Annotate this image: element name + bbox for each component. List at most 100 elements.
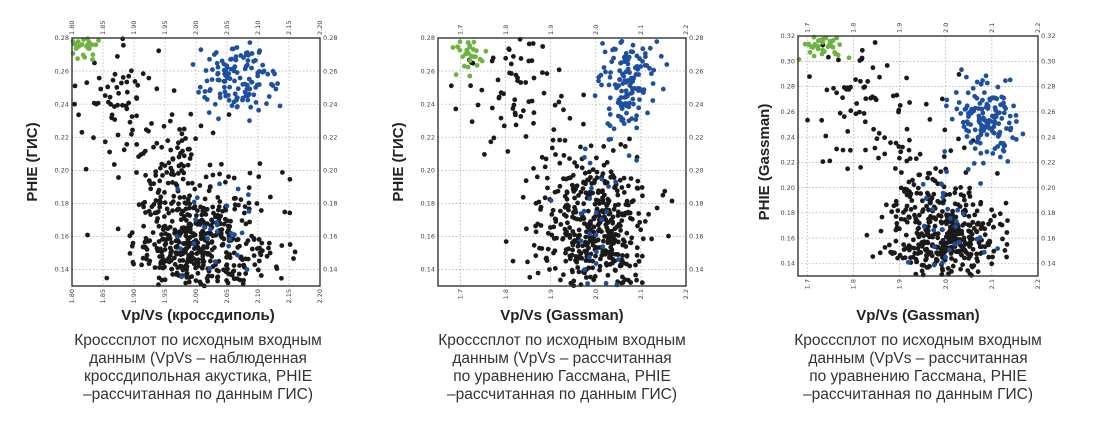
scatter-point xyxy=(186,279,192,285)
scatter-point xyxy=(615,209,621,215)
scatter-point xyxy=(600,41,605,46)
scatter-point xyxy=(193,217,199,223)
scatter-point xyxy=(585,177,590,183)
scatter-point xyxy=(966,255,972,261)
scatter-point xyxy=(643,54,648,60)
x-tick-label-top: 2.0 xyxy=(942,23,950,33)
scatter-point xyxy=(935,198,941,204)
scatter-point xyxy=(511,54,516,59)
scatter-point xyxy=(882,135,887,141)
scatter-point xyxy=(189,180,195,186)
scatter-point xyxy=(179,264,185,269)
y-tick-label-left: 0.14 xyxy=(421,266,435,274)
scatter-point xyxy=(595,190,601,196)
scatter-point xyxy=(995,110,1001,116)
scatter-point xyxy=(599,176,605,182)
scatter-point xyxy=(996,132,1002,138)
scatter-point xyxy=(231,263,237,268)
x-tick-label-bottom: 2.1 xyxy=(637,289,645,299)
scatter-point xyxy=(563,258,569,264)
scatter-point xyxy=(893,214,899,220)
scatter-point xyxy=(115,54,120,59)
scatter-point xyxy=(626,153,632,159)
scatter-point xyxy=(279,243,285,249)
scatter-point xyxy=(226,174,231,180)
scatter-point xyxy=(1002,248,1008,253)
scatter-point xyxy=(627,240,633,246)
scatter-point xyxy=(479,58,485,64)
scatter-point xyxy=(917,151,923,157)
scatter-point xyxy=(577,253,582,259)
scatter-point xyxy=(991,213,997,219)
scatter-point xyxy=(978,132,984,137)
scatter-point xyxy=(931,262,937,268)
scatter-point xyxy=(570,269,575,275)
scatter-point xyxy=(187,193,193,199)
scatter-point xyxy=(1001,100,1006,106)
scatter-point xyxy=(93,101,99,107)
scatter-point xyxy=(897,103,903,108)
scatter-point xyxy=(506,47,512,53)
scatter-point xyxy=(116,90,121,96)
scatter-point xyxy=(210,233,216,239)
scatter-point xyxy=(898,149,904,155)
scatter-point xyxy=(882,151,888,157)
scatter-point xyxy=(576,269,582,275)
scatter-point xyxy=(894,221,900,226)
scatter-point xyxy=(982,244,988,250)
scatter-point xyxy=(943,254,948,260)
scatter-point xyxy=(222,78,228,84)
scatter-point xyxy=(959,67,964,73)
scatter-point xyxy=(221,67,227,73)
scatter-point xyxy=(231,175,237,181)
scatter-point xyxy=(628,176,634,182)
scatter-point xyxy=(548,198,554,203)
scatter-point xyxy=(884,63,890,68)
y-tick-label-left: 0.32 xyxy=(781,32,795,40)
scatter-point xyxy=(811,53,817,59)
scatter-point xyxy=(215,278,221,284)
scatter-point xyxy=(606,184,611,189)
scatter-point xyxy=(616,223,622,228)
scatter-point xyxy=(939,181,944,187)
scatter-point xyxy=(457,39,463,45)
scatter-point xyxy=(613,268,618,273)
scatter-point xyxy=(987,125,992,131)
scatter-point xyxy=(982,118,988,123)
scatter-point xyxy=(553,152,558,157)
scatter-point xyxy=(136,154,142,160)
scatter-point xyxy=(557,183,563,189)
scatter-point xyxy=(669,198,675,204)
scatter-point xyxy=(469,53,474,59)
scatter-point xyxy=(976,106,982,111)
scatter-point xyxy=(191,241,197,246)
scatter-point xyxy=(588,221,593,227)
scatter-point xyxy=(637,97,642,102)
scatter-point xyxy=(585,208,591,214)
scatter-point xyxy=(253,85,259,90)
scatter-point xyxy=(488,139,494,145)
scatter-point xyxy=(542,195,548,201)
scatter-point xyxy=(853,77,858,82)
scatter-point xyxy=(496,94,502,100)
scatter-point xyxy=(940,194,946,200)
scatter-point xyxy=(590,265,595,271)
scatter-point xyxy=(233,54,239,59)
scatter-point xyxy=(601,162,607,168)
scatter-point xyxy=(572,232,577,238)
scatter-point xyxy=(600,188,605,194)
scatter-point xyxy=(982,232,988,238)
scatter-point xyxy=(925,265,931,270)
scatter-point xyxy=(169,218,175,224)
scatter-point xyxy=(468,83,473,89)
scatter-point xyxy=(591,224,597,230)
scatter-point xyxy=(990,95,995,101)
scatter-point xyxy=(590,167,596,173)
scatter-point xyxy=(953,214,959,220)
y-tick-label-left: 0.26 xyxy=(781,108,795,116)
scatter-point xyxy=(545,185,550,191)
scatter-point xyxy=(72,101,77,107)
scatter-point xyxy=(572,195,577,201)
scatter-point xyxy=(158,200,164,206)
scatter-point xyxy=(238,255,244,261)
